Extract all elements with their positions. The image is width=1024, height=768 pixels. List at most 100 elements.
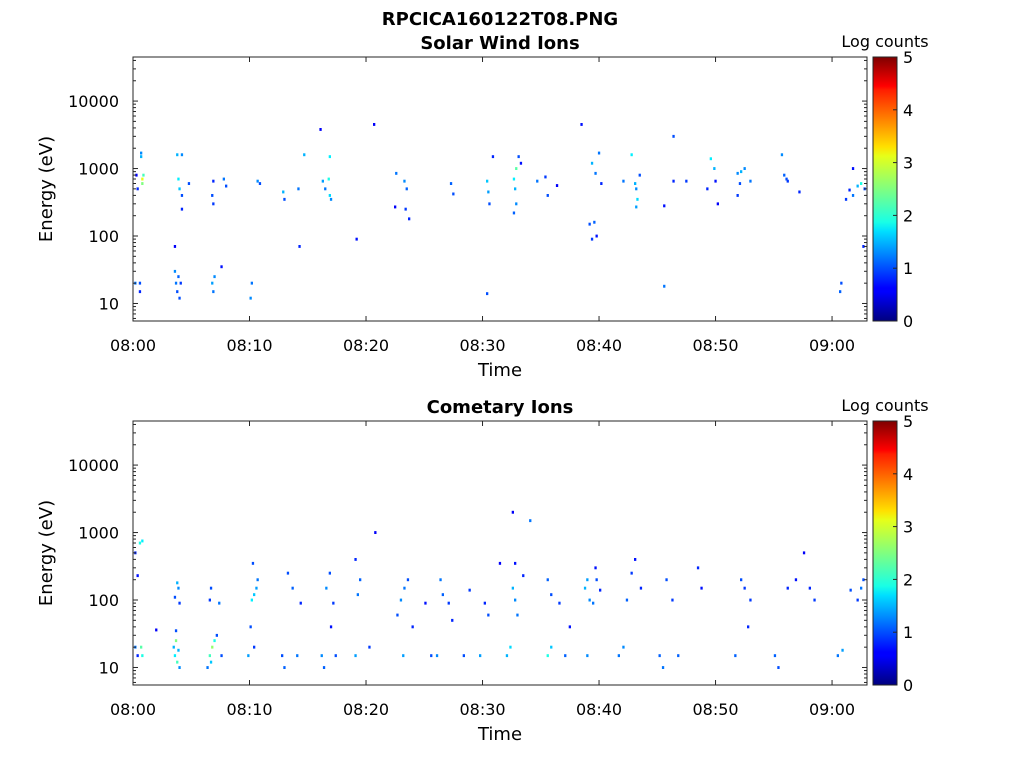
heatmap-cell — [281, 654, 284, 658]
y-axis: 10 100 1000 10000 — [68, 423, 867, 683]
heatmap-cell — [738, 182, 742, 185]
heatmap-cell — [665, 578, 668, 582]
heatmap-cell — [740, 170, 743, 174]
heatmap-cell — [320, 654, 323, 658]
heatmap-cell — [514, 598, 517, 602]
heatmap-cell — [177, 586, 180, 590]
heatmap-cell — [176, 153, 179, 157]
heatmap-cell — [399, 598, 403, 602]
heatmap-cell — [661, 666, 665, 669]
colorbar-ticks: 0 1 2 3 4 5 — [893, 412, 913, 695]
heatmap-cell — [140, 645, 143, 649]
panel-title: Cometary Ions — [427, 397, 574, 418]
y-tick-label: 10000 — [68, 456, 119, 475]
colorbar-ticks: 0 1 2 3 4 5 — [893, 48, 913, 331]
heatmap-cell — [672, 179, 675, 183]
x-tick-label: 08:50 — [692, 700, 738, 719]
colorbar — [872, 420, 898, 686]
heatmap-cell — [356, 593, 359, 597]
heatmap-cell — [709, 157, 712, 161]
heatmap-cell — [325, 586, 328, 590]
heatmap-cell — [743, 167, 746, 170]
heatmap-cell — [519, 161, 523, 165]
heatmap-cell — [663, 204, 666, 208]
heatmap-cell — [212, 290, 215, 294]
heatmap-cell — [851, 194, 855, 197]
heatmap-cell — [736, 171, 739, 175]
heatmap-cell — [696, 566, 700, 570]
heatmap-cell — [408, 217, 411, 221]
heatmap-cell — [514, 561, 517, 565]
heatmap-cell — [140, 155, 143, 159]
y-axis: 10 100 1000 10000 — [68, 59, 867, 319]
y-tick-label: 1000 — [78, 524, 119, 543]
colorbar-tick-label: 2 — [903, 570, 913, 589]
heatmap-cell — [509, 645, 512, 649]
heatmap-cell — [324, 187, 327, 191]
heatmap-cell — [517, 155, 520, 159]
heatmap-cell — [634, 558, 637, 561]
heatmap-cell — [505, 654, 509, 658]
heatmap-cell — [808, 586, 811, 590]
heatmap-cell — [580, 123, 583, 126]
heatmap-cell — [594, 171, 597, 175]
heatmap-cell — [479, 654, 482, 658]
y-tick-label: 10000 — [68, 92, 119, 111]
heatmap-cell — [296, 654, 299, 658]
heatmap-cell — [630, 571, 633, 575]
heatmap-cell — [286, 571, 290, 575]
heatmap-cell — [862, 578, 865, 582]
heatmap-cell — [220, 654, 223, 658]
heatmap-cell — [630, 153, 633, 157]
heatmap-cell — [255, 586, 258, 590]
heatmap-cell — [511, 586, 514, 590]
heatmap-cell — [635, 187, 638, 191]
heatmap-cell — [685, 179, 688, 183]
heatmap-cell — [334, 654, 337, 658]
figure-title: RPCICA160122T08.PNG — [382, 9, 618, 30]
heatmap-cell — [617, 654, 620, 658]
heatmap-cell — [209, 586, 213, 590]
heatmap-cell — [329, 625, 333, 629]
colorbar-tick-label: 4 — [903, 101, 913, 120]
heatmap-cell — [247, 654, 250, 658]
colorbar-tick-label: 4 — [903, 465, 913, 484]
heatmap-cell — [713, 167, 716, 170]
heatmap-cell — [136, 187, 139, 191]
heatmap-cell — [155, 628, 158, 632]
y-axis-label: Energy (eV) — [36, 500, 57, 606]
x-tick-label: 08:00 — [110, 700, 156, 719]
heatmap-cell — [599, 588, 602, 592]
heatmap-cell — [212, 179, 215, 183]
heatmap-cell — [215, 633, 218, 637]
heatmap-cell — [671, 598, 674, 602]
heatmap-cell — [786, 586, 789, 590]
heatmap-cell — [212, 202, 215, 206]
heatmap-cell — [483, 601, 486, 605]
heatmap-cell — [736, 194, 739, 197]
colorbar-tick-label: 5 — [903, 412, 913, 431]
heatmap-cell — [743, 586, 746, 590]
colorbar-label: Log counts — [841, 396, 928, 415]
heatmap-cell — [141, 654, 144, 658]
heatmap-cell — [773, 654, 777, 658]
heatmap-cell — [839, 290, 842, 294]
heatmap-cell — [211, 281, 214, 285]
heatmap-cell — [211, 645, 214, 649]
heatmap-cell — [211, 194, 214, 197]
y-tick-label: 1000 — [78, 160, 119, 179]
heatmap-cell — [658, 654, 661, 658]
plot-area — [133, 57, 867, 321]
heatmap-cell — [590, 237, 594, 241]
heatmap-cell — [529, 519, 532, 523]
panel-solar-wind: Solar Wind Ions 08:00 08:10 08:20 08:30 08:4… — [36, 32, 929, 381]
heatmap-cell — [749, 598, 752, 602]
heatmap-cell — [141, 177, 144, 181]
heatmap-cell — [844, 197, 848, 201]
heatmap-cell — [404, 207, 407, 211]
heatmap-cell — [568, 625, 571, 629]
heatmap-cell — [177, 177, 180, 181]
heatmap-cell — [546, 194, 549, 197]
heatmap-cell — [840, 281, 843, 285]
heatmap-cell — [179, 281, 182, 285]
